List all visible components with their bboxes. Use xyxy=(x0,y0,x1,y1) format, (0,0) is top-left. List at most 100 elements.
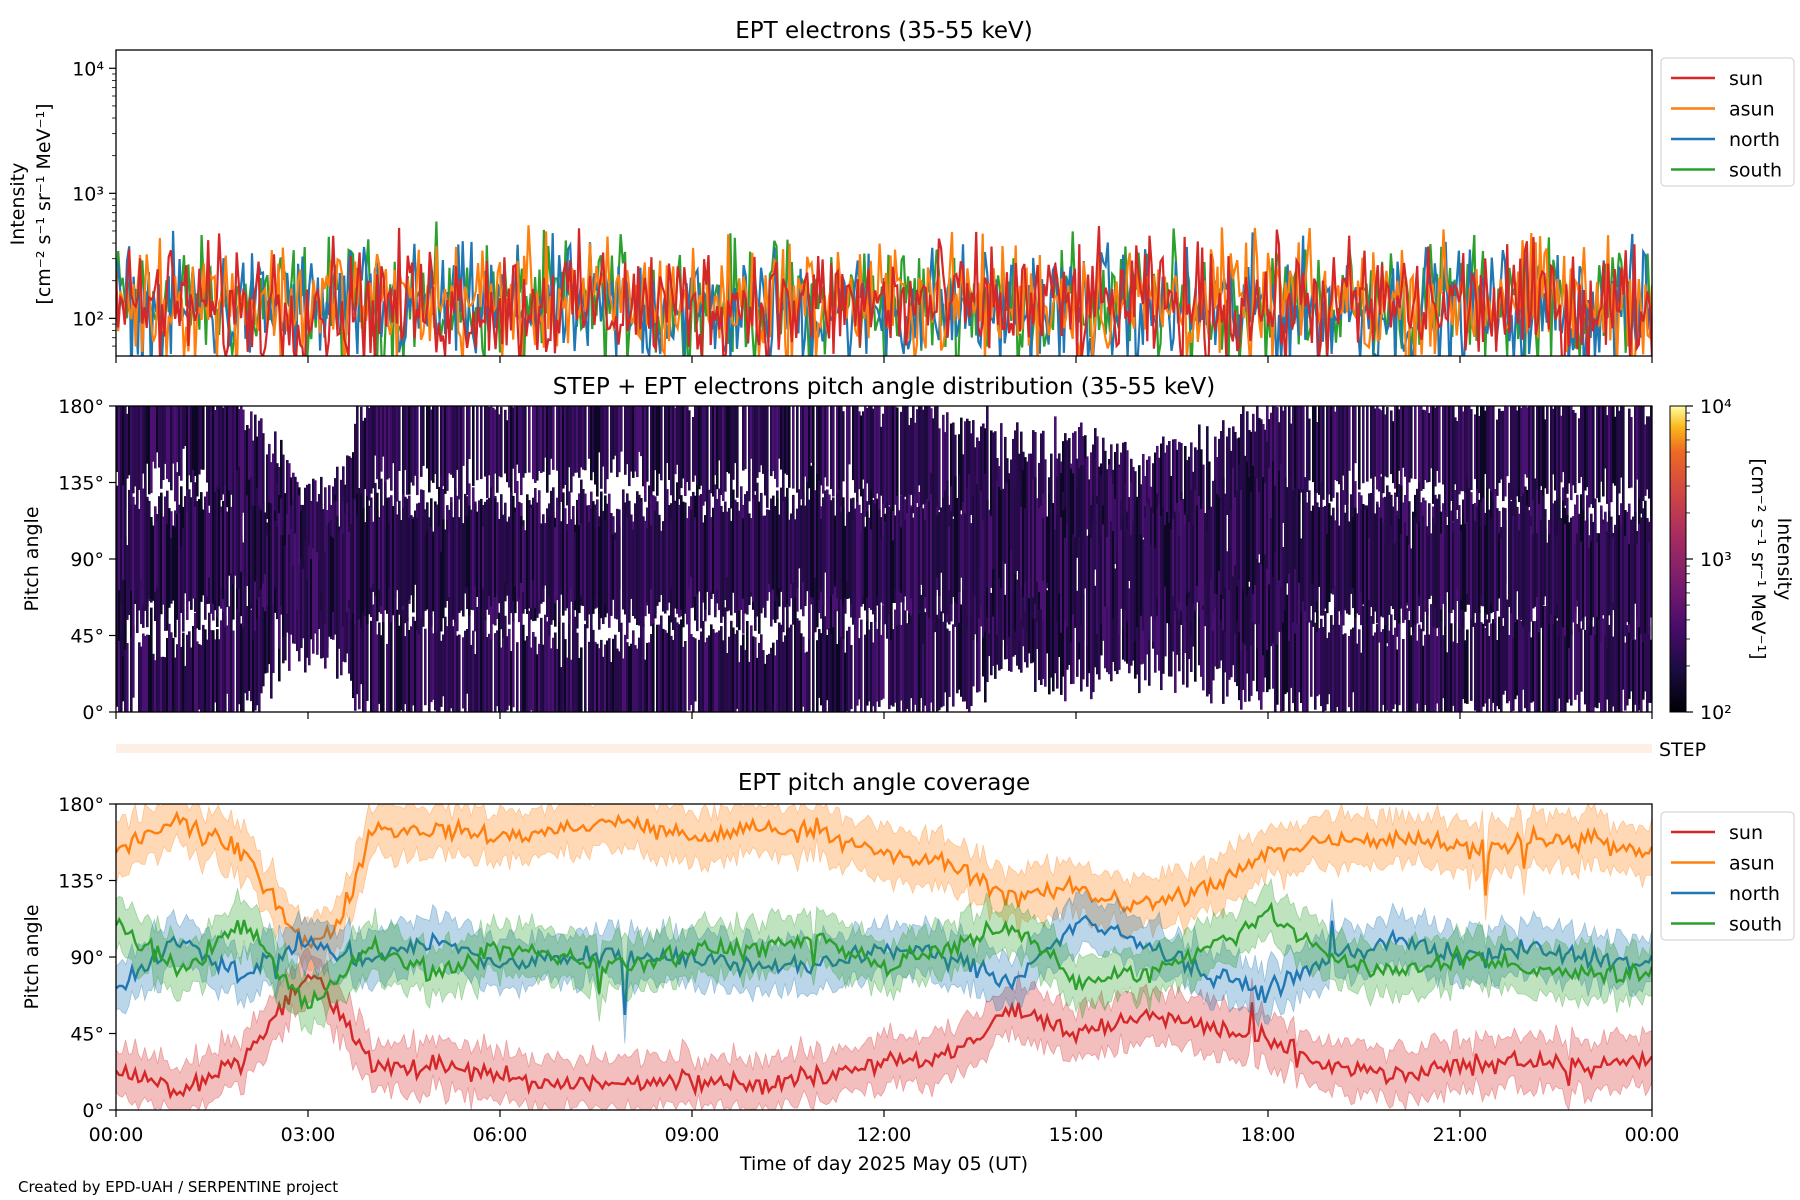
heatmap-cell xyxy=(926,609,929,712)
heatmap-cell xyxy=(126,643,129,712)
heatmap-cell xyxy=(846,513,849,582)
heatmap-cell xyxy=(522,624,525,712)
heatmap-cell xyxy=(1644,500,1647,633)
heatmap-cell xyxy=(726,511,729,577)
heatmap-cell xyxy=(1372,513,1375,624)
heatmap-cell xyxy=(1538,503,1541,633)
heatmap-cell xyxy=(678,406,681,500)
heatmap-cell xyxy=(1648,416,1651,499)
heatmap-cell xyxy=(1396,649,1399,712)
heatmap-cell xyxy=(1032,479,1035,598)
heatmap-cell xyxy=(404,497,407,624)
heatmap-cell xyxy=(146,634,149,712)
heatmap-cell xyxy=(132,406,135,494)
heatmap-cell xyxy=(1416,523,1419,624)
heatmap-cell xyxy=(512,495,515,601)
heatmap-cell xyxy=(1630,417,1633,488)
heatmap-cell xyxy=(360,493,363,628)
heatmap-cell xyxy=(1340,613,1343,712)
heatmap-cell xyxy=(1374,632,1377,712)
heatmap-cell xyxy=(1348,636,1351,708)
heatmap-cell xyxy=(978,441,981,516)
heatmap-cell xyxy=(542,524,545,588)
heatmap-cell xyxy=(1606,415,1609,504)
heatmap-cell xyxy=(620,406,623,452)
heatmap-cell xyxy=(226,406,229,508)
heatmap-cell xyxy=(1386,406,1389,478)
heatmap-cell xyxy=(394,498,397,622)
heatmap-cell xyxy=(520,406,523,496)
panel3-title: EPT pitch angle coverage xyxy=(738,770,1030,796)
heatmap-cell xyxy=(1588,406,1591,508)
heatmap-cell xyxy=(1566,514,1569,630)
heatmap-cell xyxy=(242,409,245,513)
heatmap-cell xyxy=(222,598,225,712)
heatmap-cell xyxy=(1318,507,1321,587)
x-tick-label: 12:00 xyxy=(857,1124,912,1146)
heatmap-cell xyxy=(196,641,199,712)
heatmap-cell xyxy=(1040,433,1043,567)
heatmap-cell xyxy=(1500,538,1503,618)
heatmap-cell xyxy=(1474,622,1477,711)
heatmap-cell xyxy=(168,508,171,608)
heatmap-cell xyxy=(510,491,513,614)
heatmap-cell xyxy=(242,542,245,628)
heatmap-cell xyxy=(1586,621,1589,712)
heatmap-cell xyxy=(262,501,265,584)
heatmap-cell xyxy=(1650,406,1652,521)
heatmap-cell xyxy=(506,636,509,711)
heatmap-cell xyxy=(340,543,343,676)
heatmap-cell xyxy=(1560,602,1563,712)
heatmap-cell xyxy=(1376,406,1379,490)
heatmap-cell xyxy=(1196,505,1199,586)
heatmap-cell xyxy=(378,406,381,490)
heatmap-cell xyxy=(954,476,957,602)
heatmap-cell xyxy=(442,406,445,487)
heatmap-cell xyxy=(698,639,701,712)
heatmap-cell xyxy=(1392,421,1395,484)
heatmap-cell xyxy=(1060,517,1063,633)
heatmap-cell xyxy=(472,630,475,712)
heatmap-cell xyxy=(710,624,713,712)
heatmap-cell xyxy=(1358,629,1361,712)
heatmap-cell xyxy=(1088,534,1091,662)
heatmap-cell xyxy=(1246,461,1249,596)
heatmap-cell xyxy=(1642,406,1645,501)
heatmap-cell xyxy=(826,406,829,487)
heatmap-cell xyxy=(1194,581,1197,682)
heatmap-cell xyxy=(208,612,211,712)
heatmap-cell xyxy=(922,586,925,712)
heatmap-cell xyxy=(636,648,639,712)
heatmap-cell xyxy=(598,406,601,453)
heatmap-cell xyxy=(646,406,649,482)
heatmap-cell xyxy=(484,501,487,592)
heatmap-cell xyxy=(476,406,479,481)
heatmap-cell xyxy=(1314,491,1317,613)
heatmap-cell xyxy=(1428,412,1431,482)
heatmap-cell xyxy=(1378,408,1381,492)
heatmap-cell xyxy=(640,630,643,712)
heatmap-cell xyxy=(174,526,177,638)
heatmap-cell xyxy=(1250,431,1253,504)
heatmap-cell xyxy=(1454,495,1457,622)
heatmap-cell xyxy=(1282,590,1285,712)
heatmap-cell xyxy=(420,595,423,712)
heatmap-cell xyxy=(408,630,411,712)
heatmap-cell xyxy=(1286,487,1289,584)
heatmap-cell xyxy=(1172,581,1175,652)
heatmap-cell xyxy=(1332,507,1335,589)
heatmap-cell xyxy=(636,491,639,625)
heatmap-cell xyxy=(1072,534,1075,615)
heatmap-cell xyxy=(580,647,583,712)
heatmap-cell xyxy=(968,580,971,712)
heatmap-cell xyxy=(176,514,179,620)
heatmap-cell xyxy=(962,502,965,591)
panel1-ylabel-line1: Intensity xyxy=(7,163,29,246)
heatmap-cell xyxy=(706,637,709,712)
heatmap-cell xyxy=(1628,613,1631,699)
heatmap-cell xyxy=(1086,456,1089,530)
heatmap-cell xyxy=(1590,406,1593,505)
heatmap-cell xyxy=(356,406,359,524)
heatmap-cell xyxy=(428,629,431,712)
heatmap-cell xyxy=(1634,639,1637,705)
